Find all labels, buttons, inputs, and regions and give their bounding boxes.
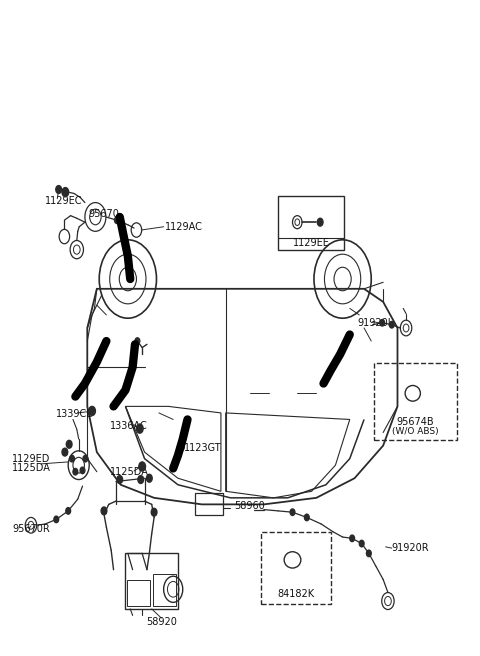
Circle shape bbox=[54, 516, 59, 523]
Circle shape bbox=[62, 448, 68, 456]
Bar bbox=[373, 363, 457, 440]
Text: 1129AC: 1129AC bbox=[165, 222, 203, 232]
Bar bbox=[195, 493, 223, 516]
Text: 95670R: 95670R bbox=[12, 524, 49, 534]
Circle shape bbox=[62, 188, 69, 197]
Circle shape bbox=[83, 455, 88, 462]
Circle shape bbox=[89, 406, 96, 415]
Text: 91920L: 91920L bbox=[357, 318, 393, 328]
Text: 58920: 58920 bbox=[146, 617, 177, 627]
Circle shape bbox=[80, 467, 85, 474]
Circle shape bbox=[389, 321, 394, 328]
Circle shape bbox=[56, 186, 61, 194]
Circle shape bbox=[115, 217, 119, 224]
Circle shape bbox=[151, 508, 157, 516]
Text: 91920R: 91920R bbox=[392, 543, 430, 553]
Text: 95674B: 95674B bbox=[397, 417, 434, 427]
Text: 1125DA: 1125DA bbox=[12, 463, 51, 474]
Circle shape bbox=[304, 514, 309, 521]
Bar bbox=[127, 580, 150, 606]
Text: 1129EE: 1129EE bbox=[293, 238, 330, 248]
Circle shape bbox=[139, 462, 145, 471]
Text: 84182K: 84182K bbox=[278, 589, 315, 599]
Circle shape bbox=[136, 424, 143, 433]
Circle shape bbox=[70, 455, 74, 462]
Circle shape bbox=[350, 535, 355, 542]
Circle shape bbox=[360, 541, 364, 547]
Circle shape bbox=[317, 218, 323, 226]
Text: 95670: 95670 bbox=[88, 209, 120, 218]
Circle shape bbox=[117, 476, 122, 483]
Circle shape bbox=[66, 440, 72, 448]
Circle shape bbox=[178, 442, 184, 451]
Text: 1339CD: 1339CD bbox=[56, 409, 95, 419]
Bar bbox=[262, 532, 331, 604]
Bar bbox=[278, 196, 344, 250]
Circle shape bbox=[66, 508, 71, 514]
Text: 58960: 58960 bbox=[234, 501, 265, 510]
Text: 1129EC: 1129EC bbox=[45, 195, 83, 205]
Bar bbox=[125, 554, 178, 609]
Circle shape bbox=[101, 507, 107, 515]
Text: 1125DA: 1125DA bbox=[110, 467, 149, 478]
Circle shape bbox=[290, 509, 295, 516]
Circle shape bbox=[146, 474, 152, 482]
Bar bbox=[153, 573, 176, 606]
Circle shape bbox=[138, 476, 144, 483]
Circle shape bbox=[380, 319, 384, 326]
Text: 1129ED: 1129ED bbox=[12, 455, 50, 464]
Circle shape bbox=[366, 550, 371, 557]
Text: 1123GT: 1123GT bbox=[184, 443, 221, 453]
Circle shape bbox=[135, 338, 140, 344]
Text: 1336AC: 1336AC bbox=[110, 421, 148, 431]
Text: (W/O ABS): (W/O ABS) bbox=[392, 426, 439, 436]
Circle shape bbox=[73, 468, 78, 475]
